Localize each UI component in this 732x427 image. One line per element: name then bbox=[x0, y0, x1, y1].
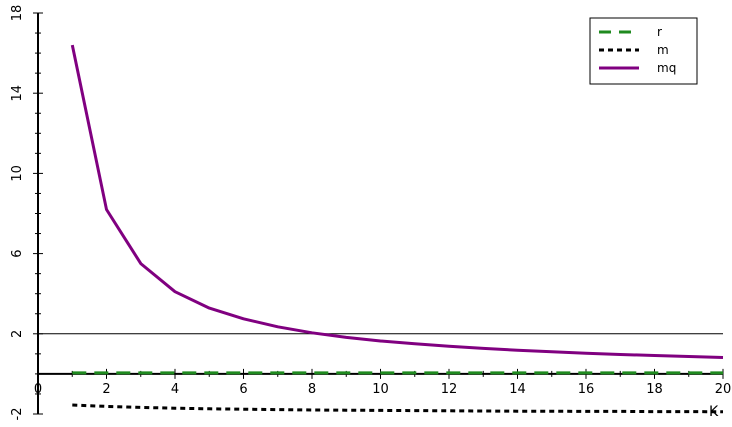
x-tick-label: 2 bbox=[102, 382, 110, 397]
y-tick-label: 18 bbox=[10, 5, 25, 22]
x-tick-label: 16 bbox=[578, 382, 595, 397]
x-tick-label: 14 bbox=[509, 382, 526, 397]
x-tick-label: 10 bbox=[372, 382, 389, 397]
ticks-layer: 0 2 4 6 8 10 12 14 16 18 20 -2 2 6 10 14 18 bbox=[10, 5, 731, 421]
y-tick-label: 10 bbox=[10, 165, 25, 182]
y-tick-label: -2 bbox=[10, 408, 25, 421]
x-tick-label: 6 bbox=[239, 382, 247, 397]
y-tick-label: 6 bbox=[10, 249, 25, 257]
series-line-m bbox=[72, 403, 724, 414]
x-tick-label: 8 bbox=[308, 382, 316, 397]
series-line-mq bbox=[70, 44, 724, 359]
x-tick-label: 20 bbox=[715, 382, 732, 397]
x-tick-label: 18 bbox=[646, 382, 663, 397]
legend-box bbox=[589, 17, 698, 85]
x-tick-label: 4 bbox=[171, 382, 179, 397]
y-tick-label: 2 bbox=[10, 330, 25, 338]
legend-label-r: r bbox=[657, 25, 662, 39]
y-tick-label: 14 bbox=[10, 85, 25, 102]
legend: rm mq bbox=[589, 17, 698, 85]
x-tick-label: 0 bbox=[34, 382, 42, 397]
legend-label-m: m bbox=[657, 43, 669, 57]
x-tick-label: 12 bbox=[441, 382, 458, 397]
legend-label-mq: mq bbox=[657, 61, 676, 75]
series-layer bbox=[70, 44, 724, 414]
x-axis-label: K bbox=[709, 404, 719, 420]
